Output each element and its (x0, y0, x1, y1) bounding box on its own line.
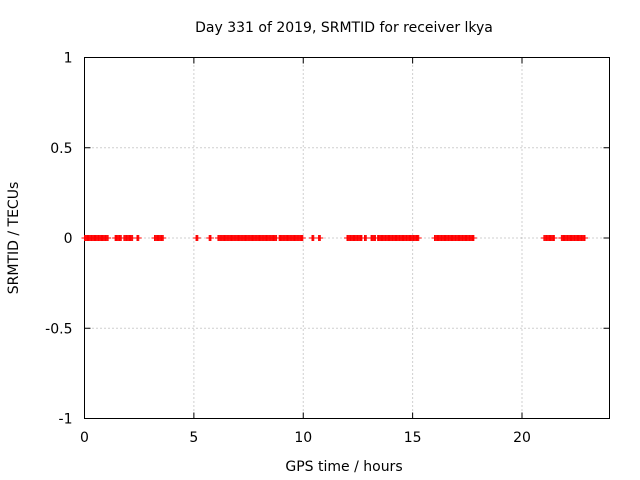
data-point (582, 235, 588, 241)
data-point (415, 235, 422, 241)
y-axis: 1 0.5 0 -0.5 -1 (45, 51, 610, 428)
data-series-srmtid (81, 235, 588, 241)
data-point (194, 235, 201, 241)
x-axis-label: GPS time / hours (285, 459, 402, 475)
x-tick-label: 15 (404, 430, 422, 446)
data-point (160, 235, 167, 241)
data-point (207, 235, 214, 241)
chart-title: Day 331 of 2019, SRMTID for receiver lky… (195, 20, 493, 36)
y-tick-label: 1 (64, 51, 73, 67)
x-tick-label: 5 (189, 430, 198, 446)
x-axis: 0 5 10 15 20 (80, 57, 531, 446)
data-point (135, 235, 142, 241)
data-point (317, 235, 324, 241)
data-point (299, 235, 306, 241)
y-axis-label: SRMTID / TECUs (6, 182, 22, 295)
data-point (551, 235, 558, 241)
y-tick-label: -0.5 (45, 321, 72, 337)
x-tick-label: 10 (294, 430, 312, 446)
y-tick-label: -1 (59, 412, 73, 428)
data-point (470, 235, 477, 241)
y-tick-label: 0.5 (50, 141, 72, 157)
x-tick-label: 0 (80, 430, 89, 446)
x-tick-label: 20 (513, 430, 531, 446)
data-point (105, 235, 112, 241)
y-tick-label: 0 (64, 231, 73, 247)
